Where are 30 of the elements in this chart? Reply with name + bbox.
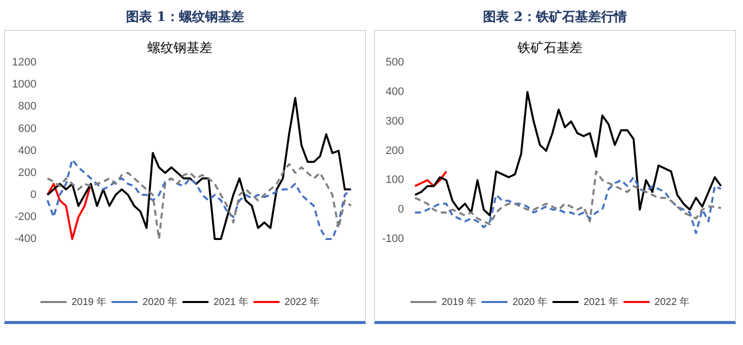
y-tick-label: 600	[18, 122, 36, 135]
y-tick-label: 500	[386, 56, 404, 69]
legend-label: 2019 年	[71, 296, 106, 308]
line-series	[414, 170, 722, 226]
legend-label: 2020 年	[142, 296, 178, 308]
chart-subtitle: 螺纹钢基差	[148, 41, 212, 56]
line-series	[414, 176, 722, 234]
y-tick-label: 400	[386, 86, 404, 98]
y-tick-label: 0	[30, 188, 36, 201]
y-tick-label: 200	[18, 166, 36, 179]
legend-label: 2021 年	[584, 296, 619, 308]
y-tick-label: -400	[14, 233, 36, 246]
y-tick-label: 300	[386, 115, 404, 128]
chart-subtitle: 铁矿石基差	[516, 41, 582, 56]
y-tick-label: -100	[382, 233, 404, 246]
chart-title: 图表 2：铁矿石基差行情	[482, 8, 628, 27]
y-tick-label: 200	[386, 144, 404, 157]
legend-label: 2022 年	[284, 296, 320, 308]
legend-label: 2020 年	[512, 296, 548, 308]
y-tick-label: 100	[386, 174, 404, 186]
y-tick-label: -200	[14, 210, 36, 223]
legend-label: 2021 年	[214, 296, 249, 308]
y-tick-label: 0	[398, 204, 404, 216]
chart-title: 图表 1：螺纹钢基差	[125, 9, 245, 27]
y-tick-label: 400	[18, 144, 36, 157]
legend-label: 2022 年	[654, 296, 690, 308]
y-tick-label: 800	[18, 100, 36, 113]
y-tick-label: 1200	[12, 56, 36, 69]
y-tick-label: 1000	[12, 78, 36, 91]
legend-label: 2019 年	[441, 296, 476, 308]
